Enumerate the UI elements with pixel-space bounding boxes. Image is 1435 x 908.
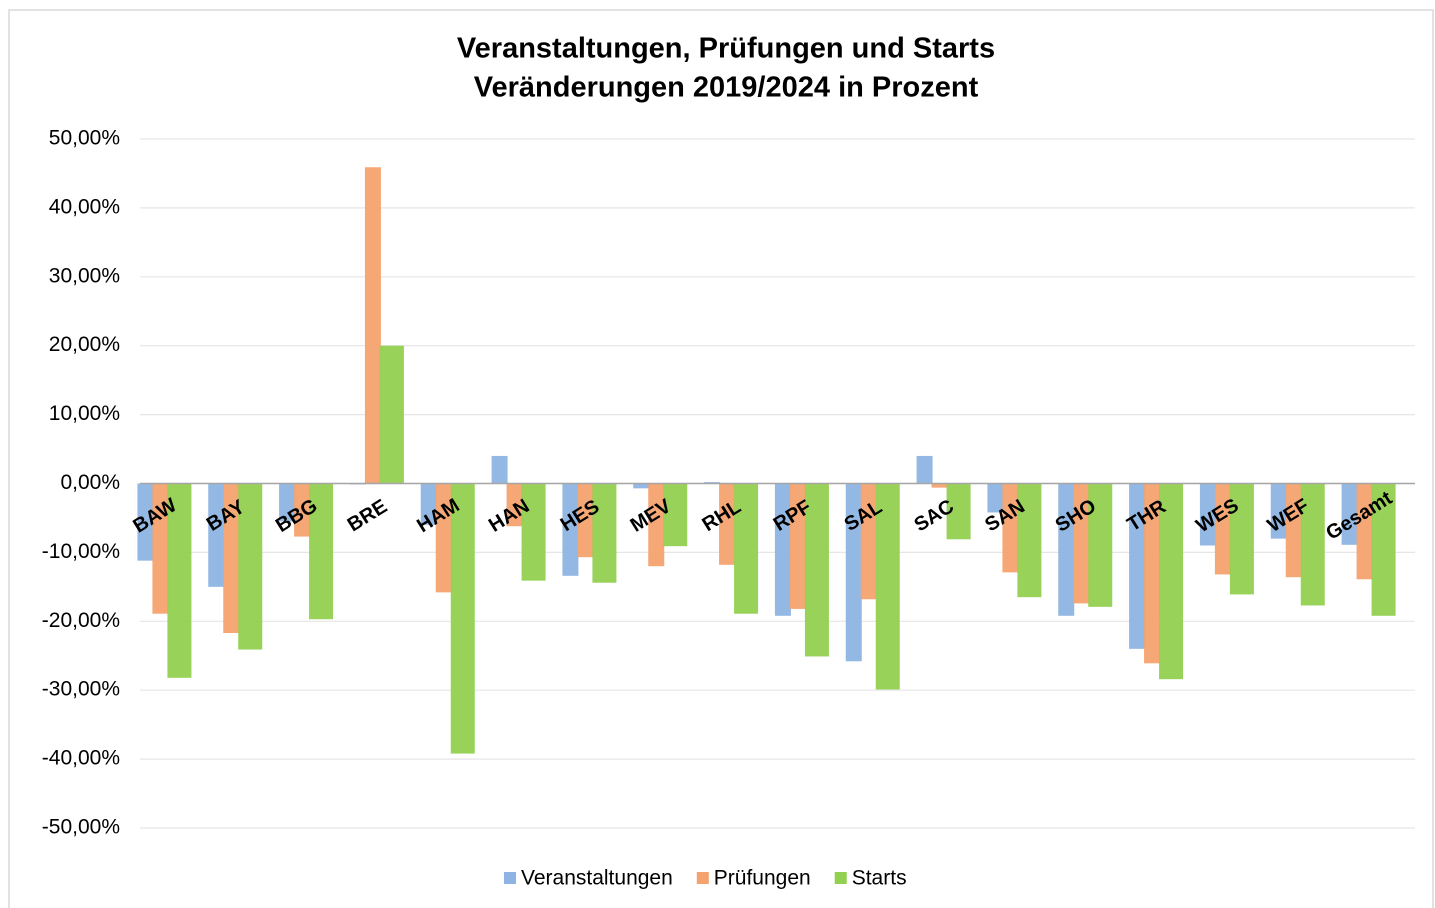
legend-label: Starts: [852, 867, 907, 890]
bar: [1199, 483, 1216, 546]
bar: [1371, 483, 1396, 616]
bar: [931, 483, 948, 488]
y-tick-label: -10,00%: [42, 540, 120, 563]
bar: [167, 483, 192, 678]
y-tick-label: -30,00%: [42, 678, 120, 701]
bar: [1270, 483, 1287, 539]
bar: [223, 483, 240, 634]
bar: [309, 483, 334, 620]
bar: [506, 483, 523, 527]
bar: [1356, 483, 1373, 580]
bar: [1285, 483, 1302, 578]
bar: [420, 483, 437, 525]
bar: [1341, 483, 1358, 545]
bar: [1159, 483, 1184, 680]
bar: [1088, 483, 1113, 607]
bar: [875, 483, 900, 690]
chart-frame: [8, 9, 1434, 908]
y-tick-label: 30,00%: [49, 264, 120, 287]
bar: [1229, 483, 1254, 595]
bar: [916, 455, 933, 484]
legend-swatch: [834, 872, 847, 884]
bar: [592, 483, 617, 583]
bar: [719, 483, 736, 565]
bar: [734, 483, 759, 614]
bar: [860, 483, 877, 600]
bar: [491, 455, 508, 484]
bar: [238, 483, 263, 650]
legend-swatch: [696, 872, 709, 884]
bar: [364, 167, 381, 484]
y-tick-label: 0,00%: [60, 471, 120, 494]
chart-title: Veranstaltungen, Prüfungen und Starts: [457, 33, 995, 65]
bar: [987, 483, 1004, 513]
bar: [1017, 483, 1042, 598]
bar: [804, 483, 829, 657]
bar: [1214, 483, 1231, 575]
bar: [521, 483, 546, 581]
bar: [279, 483, 296, 522]
bar: [137, 483, 154, 561]
chart-subtitle: Veränderungen 2019/2024 in Prozent: [474, 72, 979, 104]
bar: [152, 483, 169, 614]
y-tick-label: 10,00%: [49, 402, 120, 425]
bar: [1129, 483, 1146, 649]
legend-label: Prüfungen: [714, 867, 811, 890]
bar: [774, 483, 791, 616]
legend-label: Veranstaltungen: [521, 867, 673, 890]
bar: [663, 483, 688, 547]
y-tick-label: 50,00%: [49, 127, 120, 150]
y-tick-label: 40,00%: [49, 195, 120, 218]
bar: [789, 483, 806, 609]
bar: [577, 483, 594, 558]
bar: [1058, 483, 1075, 616]
bar: [1002, 483, 1019, 573]
y-tick-label: -40,00%: [42, 747, 120, 770]
legend-swatch: [504, 872, 516, 884]
bar: [1144, 483, 1161, 664]
bar: [845, 483, 862, 662]
bar: [648, 483, 665, 567]
bar: [946, 483, 971, 540]
y-tick-label: -50,00%: [42, 816, 120, 839]
bar: [1300, 483, 1325, 606]
bar: [379, 345, 404, 484]
bar: [633, 483, 650, 489]
bar: [435, 483, 452, 593]
bar: [450, 483, 475, 754]
bar: [562, 483, 579, 576]
bar: [1073, 483, 1090, 604]
y-tick-label: 20,00%: [49, 333, 120, 356]
y-tick-label: -20,00%: [42, 609, 120, 632]
bar: [294, 483, 311, 537]
bar: [208, 483, 225, 587]
